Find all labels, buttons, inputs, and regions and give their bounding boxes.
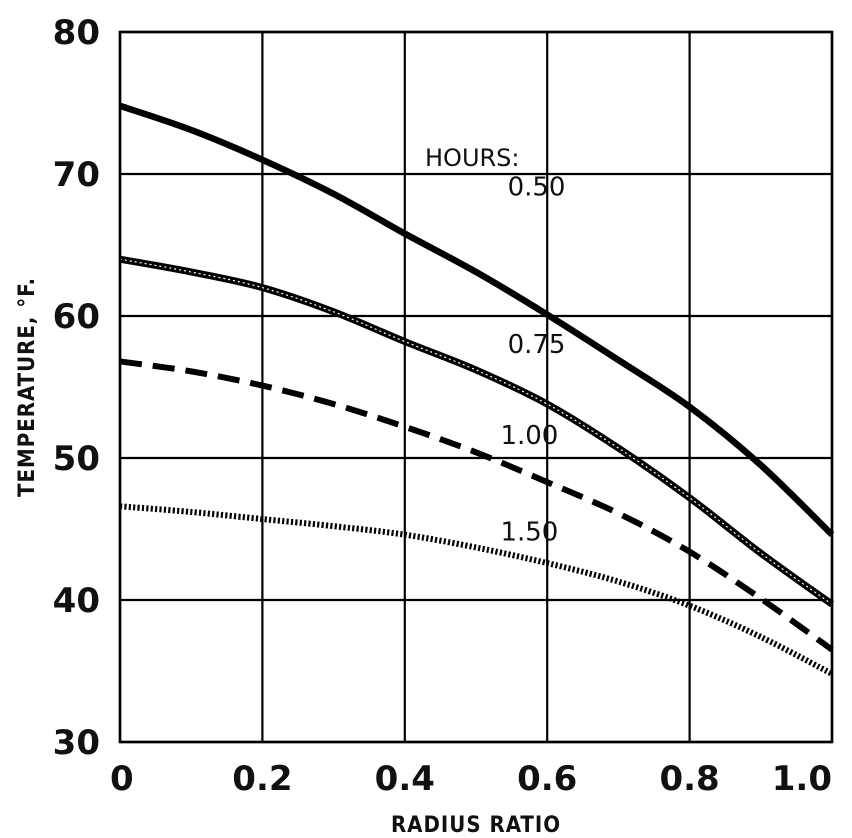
series-label: 1.50 — [500, 517, 558, 547]
series-line-0-75 — [119, 255, 835, 608]
grid — [118, 30, 834, 744]
series-lines — [118, 102, 835, 677]
series-labels: 0.50 0.75 1.00 1.50 — [500, 172, 565, 547]
y-tick-label: 40 — [53, 581, 100, 621]
x-axis-title: RADIUS RATIO — [391, 813, 561, 838]
x-tick-label: 1.0 — [772, 759, 832, 799]
y-axis-title: TEMPERATURE, °F. — [15, 277, 40, 497]
y-tick-label: 60 — [53, 297, 100, 337]
series-label: 1.00 — [500, 421, 558, 451]
x-tick-label: 0 — [110, 759, 134, 799]
y-tick-label: 70 — [53, 155, 100, 195]
series-line-1-00 — [119, 358, 834, 653]
x-tick-label: 0.6 — [517, 759, 577, 799]
x-tick-label: 0.8 — [659, 759, 719, 799]
y-tick-label: 50 — [53, 439, 100, 479]
legend-title: HOURS: — [425, 144, 520, 172]
x-tick-label: 0.2 — [232, 759, 292, 799]
series-label: 0.75 — [508, 330, 566, 360]
y-tick-label: 30 — [53, 723, 100, 763]
y-tick-label: 80 — [53, 13, 100, 53]
tick-labels: 0 0.2 0.4 0.6 0.8 1.0 30 40 50 60 70 80 — [53, 13, 832, 799]
series-label: 0.50 — [508, 172, 566, 202]
series-line-0-50 — [118, 102, 835, 538]
x-tick-label: 0.4 — [375, 759, 435, 799]
series-line-1-50 — [119, 503, 834, 677]
plot-frame — [118, 30, 834, 744]
